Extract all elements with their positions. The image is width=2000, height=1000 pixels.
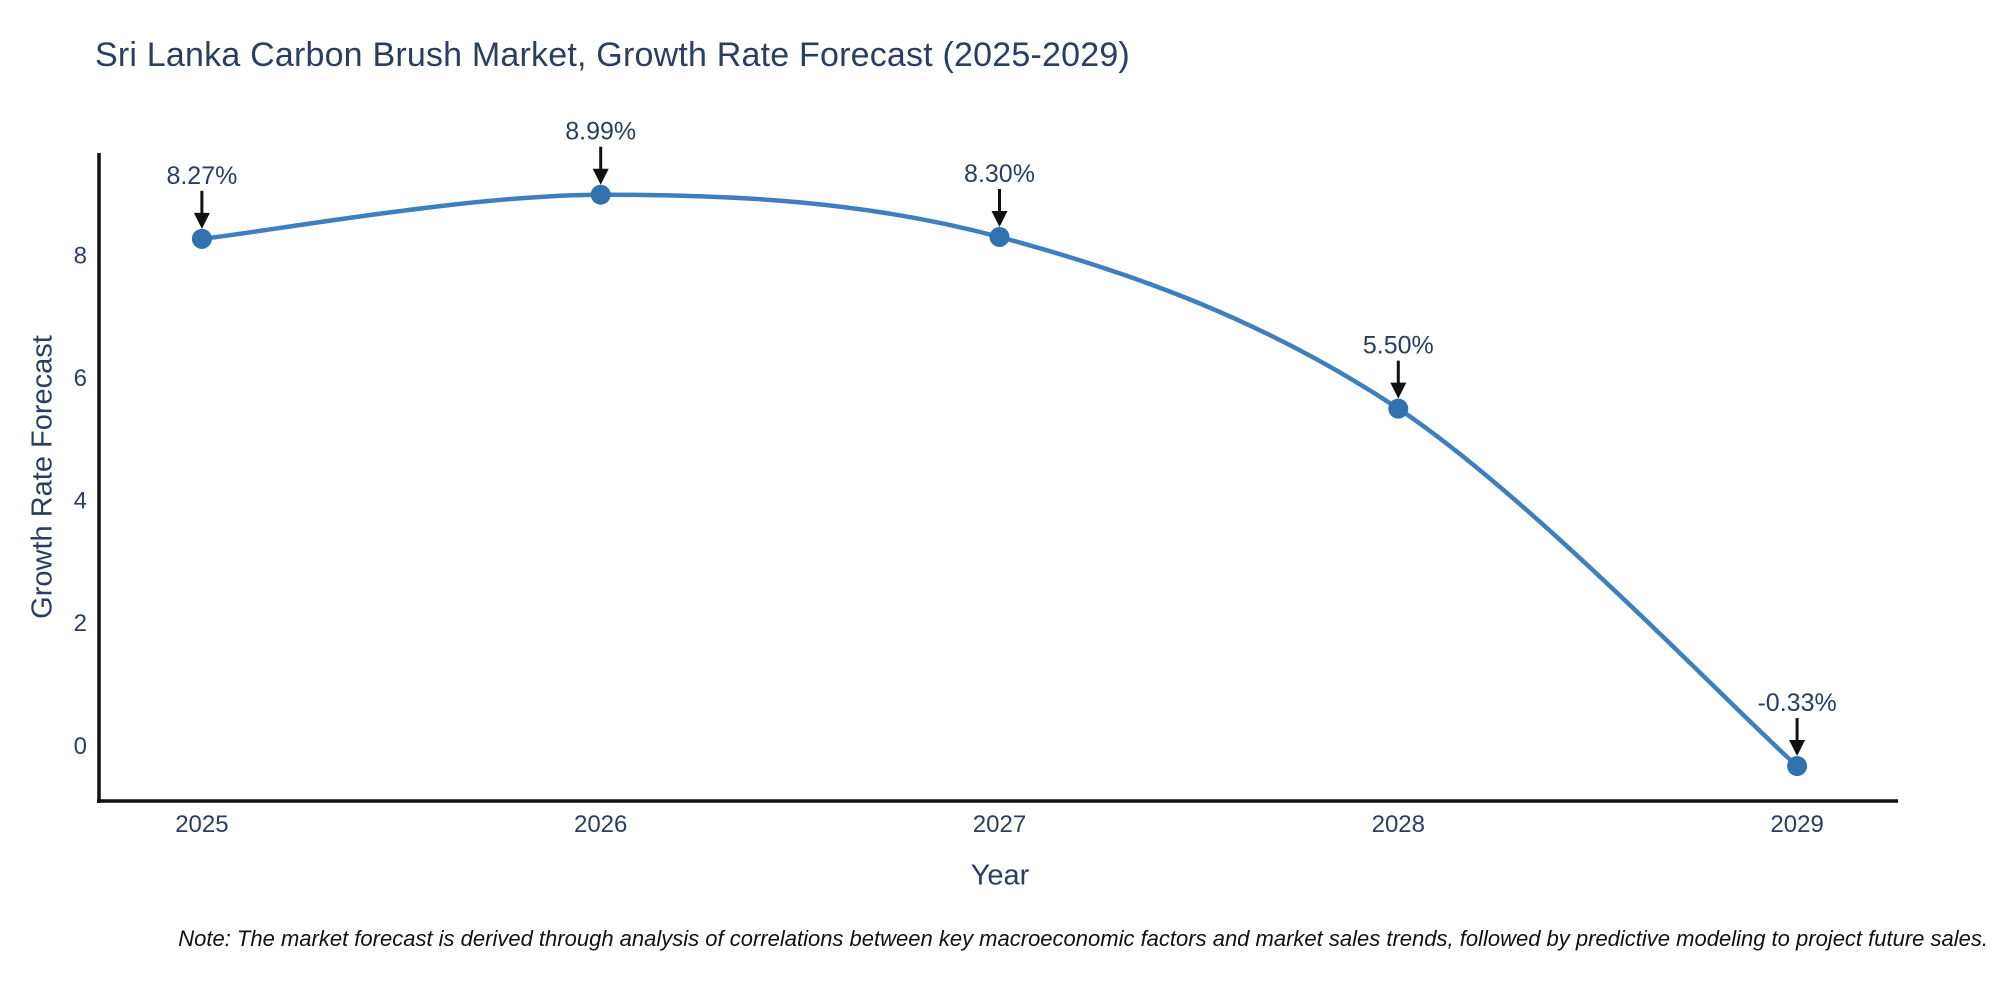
- data-point-marker: [1787, 756, 1808, 777]
- x-axis-title: Year: [970, 859, 1030, 892]
- x-tick-label: 2028: [1372, 811, 1425, 838]
- annotation-arrowhead: [1390, 382, 1407, 399]
- y-tick-label: 8: [74, 242, 87, 269]
- data-point-marker: [989, 226, 1010, 247]
- x-tick-label: 2025: [175, 811, 228, 838]
- chart-title: Sri Lanka Carbon Brush Market, Growth Ra…: [95, 36, 1130, 74]
- annotation-arrowhead: [193, 212, 210, 229]
- forecast-line: [199, 192, 1800, 769]
- point-value-label: 5.50%: [1363, 332, 1434, 360]
- annotation-arrowhead: [991, 210, 1008, 227]
- point-value-label: 8.30%: [964, 160, 1035, 188]
- y-tick-label: 2: [74, 610, 87, 637]
- data-point-marker: [590, 184, 611, 205]
- y-tick-label: 4: [74, 488, 87, 515]
- annotation-arrowhead: [592, 168, 609, 185]
- data-point-marker: [1388, 398, 1409, 419]
- x-tick-label: 2029: [1770, 811, 1823, 838]
- y-axis-title: Growth Rate Forecast: [26, 335, 59, 619]
- point-value-label: 8.27%: [166, 162, 237, 190]
- point-value-label: 8.99%: [565, 118, 636, 146]
- annotation-arrowhead: [1789, 740, 1806, 757]
- y-tick-label: 0: [74, 733, 87, 760]
- x-tick-label: 2027: [973, 811, 1026, 838]
- point-value-label: -0.33%: [1757, 689, 1836, 717]
- y-tick-label: 6: [74, 365, 87, 392]
- x-tick-label: 2026: [574, 811, 627, 838]
- data-point-marker: [191, 228, 212, 249]
- footnote: Note: The market forecast is derived thr…: [178, 926, 1988, 951]
